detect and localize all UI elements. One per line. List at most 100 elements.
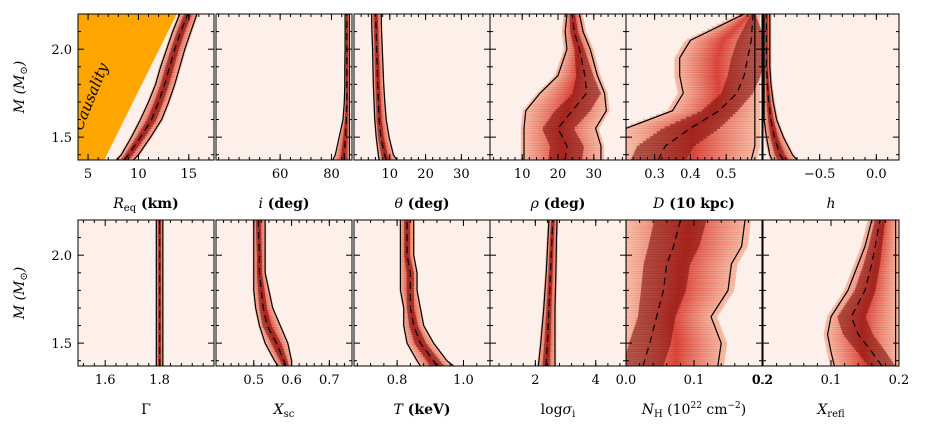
density-core — [158, 89, 167, 93]
x-tick-label: 0.0 — [866, 167, 887, 182]
density-core — [851, 293, 875, 297]
density-core — [380, 147, 387, 151]
density-core — [542, 128, 575, 132]
x-tick-label: 1.8 — [149, 373, 170, 388]
density-core — [732, 52, 762, 56]
density-core — [159, 87, 168, 91]
density-strip — [626, 152, 759, 156]
density-core — [257, 288, 265, 292]
median-dashed-line — [765, 14, 784, 160]
x-tick-label: 10 — [514, 167, 531, 182]
density-core — [426, 358, 440, 362]
density-strip — [675, 82, 761, 86]
density-core — [867, 249, 882, 253]
density-core — [407, 312, 416, 316]
density-core — [626, 358, 666, 362]
density-core — [404, 229, 410, 233]
density-core — [155, 96, 165, 100]
density-core — [341, 150, 348, 154]
density-dist — [626, 14, 762, 160]
density-core — [641, 283, 687, 287]
density-strip — [711, 26, 761, 30]
density-core — [872, 227, 885, 231]
density-core — [256, 251, 262, 255]
panel-sigma: 2 4 logσi — [489, 219, 627, 420]
density-core — [374, 55, 380, 59]
density-core — [642, 140, 700, 144]
panel-theta: 10 20 30 θ (deg) — [353, 13, 491, 212]
density-core — [649, 135, 707, 139]
density-core — [741, 31, 762, 35]
density-strip — [626, 344, 727, 348]
density-core — [158, 295, 162, 299]
density-core — [765, 57, 768, 61]
density-core — [404, 244, 410, 248]
y-tick-label: 2.0 — [51, 43, 72, 58]
density-core — [626, 361, 665, 365]
density-core — [377, 135, 384, 139]
median-dashed-line — [642, 220, 681, 366]
density-req: Causality — [78, 14, 198, 160]
x-axis-label-xsc: Xsc — [273, 402, 295, 420]
density-strip — [626, 150, 759, 154]
x-axis-label-theta: θ (deg) — [394, 196, 449, 212]
x-tick-label: 30 — [453, 167, 470, 182]
x-tick-label: 80 — [323, 167, 340, 182]
x-tick-label: 0.1 — [684, 373, 705, 388]
density-core — [765, 43, 768, 47]
density-core — [548, 268, 553, 272]
density-core — [632, 331, 673, 335]
density-core — [859, 273, 879, 277]
y-axis-label: M (M⊙) — [12, 267, 30, 320]
x-tick-label: 10 — [130, 167, 147, 182]
density-core — [734, 45, 762, 49]
density-core — [158, 256, 162, 260]
causality-region — [78, 14, 177, 160]
density-core — [574, 55, 588, 59]
density-core — [272, 344, 283, 348]
panel-frame — [77, 219, 215, 367]
density-core — [549, 246, 554, 250]
density-core — [734, 48, 762, 52]
density-core — [345, 31, 348, 35]
density-strip — [678, 50, 761, 54]
density-core — [860, 271, 879, 275]
density-core — [181, 18, 190, 22]
panel-nh: 0.0 0.1 0.2 NH (1022 cm−2) — [616, 219, 772, 420]
density-core — [158, 293, 162, 297]
density-core — [701, 108, 738, 112]
density-core — [266, 331, 276, 335]
panel-background — [216, 14, 352, 160]
density-core — [643, 261, 691, 265]
density-core — [549, 249, 554, 253]
density-core — [660, 128, 717, 132]
x-axis-label-rho: ρ (deg) — [530, 196, 586, 212]
density-core — [169, 50, 179, 54]
density-core — [854, 346, 883, 350]
density-core — [765, 31, 768, 35]
panel-xsc: 0.5 0.6 0.7 Xsc — [215, 219, 353, 420]
density-core — [158, 305, 162, 309]
density-core — [256, 227, 261, 231]
credible-upper-line — [132, 14, 198, 160]
density-core — [344, 125, 348, 129]
panel-background — [490, 220, 626, 366]
density-xsc — [252, 220, 293, 366]
density-core — [260, 310, 268, 314]
density-core — [343, 138, 348, 142]
density-core — [569, 16, 576, 20]
density-core — [555, 108, 591, 112]
density-core — [374, 31, 379, 35]
density-core — [544, 344, 551, 348]
density-strip — [674, 69, 761, 73]
density-core — [547, 138, 581, 142]
density-core — [377, 125, 383, 129]
density-strip — [696, 33, 761, 37]
density-core — [345, 74, 348, 78]
density-core — [738, 35, 762, 39]
density-core — [722, 89, 754, 93]
density-core — [180, 21, 189, 25]
density-core — [651, 229, 704, 233]
density-core — [345, 89, 348, 93]
credible-upper-line — [264, 220, 293, 366]
